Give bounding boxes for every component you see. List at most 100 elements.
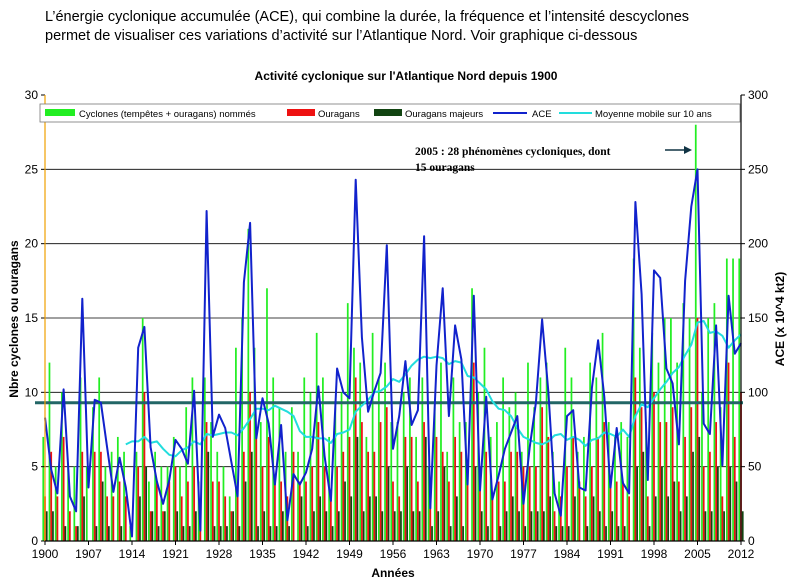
bar-major [487, 526, 489, 541]
bar-named [79, 377, 82, 541]
bar-named [458, 422, 461, 541]
moving-average-line [125, 320, 742, 458]
bar-major [735, 481, 738, 541]
bar-named [701, 392, 703, 541]
bar-named [210, 422, 212, 541]
bar-hurricanes [155, 481, 158, 541]
bar-major [536, 511, 539, 541]
bar-named [589, 362, 591, 541]
bar-major [300, 496, 303, 541]
bar-major [337, 511, 340, 541]
bar-major [108, 526, 110, 541]
left-tick-label: 25 [25, 162, 39, 176]
bar-named [483, 347, 486, 541]
bar-hurricanes [323, 466, 326, 541]
bar-named [576, 451, 579, 541]
legend-swatch-hurricanes [287, 109, 315, 116]
legend-label-named: Cyclones (tempêtes + ouragans) nommés [79, 109, 256, 120]
bar-named [297, 451, 299, 541]
x-tick-label: 1914 [119, 547, 146, 561]
x-tick-label: 1970 [467, 547, 494, 561]
bar-named [601, 332, 604, 541]
bar-hurricanes [709, 451, 711, 541]
bar-named [719, 407, 722, 541]
bar-major [717, 466, 719, 541]
bar-major [499, 526, 502, 541]
bar-major [282, 511, 284, 541]
bar-major [331, 526, 334, 541]
bar-hurricanes [702, 466, 705, 541]
bar-major [524, 526, 527, 541]
bar-hurricanes [429, 496, 432, 541]
bar-major [549, 496, 551, 541]
bar-named [278, 407, 281, 541]
bar-major [350, 496, 353, 541]
bar-series [42, 124, 744, 542]
bar-named [259, 422, 262, 541]
bar-hurricanes [218, 481, 220, 541]
left-tick-label: 30 [25, 88, 39, 102]
bar-hurricanes [416, 481, 419, 541]
bar-named [390, 422, 393, 541]
bar-named [732, 258, 734, 541]
bar-major [263, 511, 266, 541]
bar-major [437, 511, 440, 541]
bar-hurricanes [392, 481, 394, 541]
bar-hurricanes [485, 451, 488, 541]
bar-named [235, 347, 237, 541]
bar-hurricanes [690, 407, 693, 541]
bar-hurricanes [441, 451, 444, 541]
bar-hurricanes [479, 466, 481, 541]
bar-named [61, 392, 63, 541]
bar-hurricanes [373, 451, 376, 541]
bar-major [673, 481, 676, 541]
annotation-arrowhead [684, 146, 692, 154]
bar-hurricanes [311, 466, 314, 541]
bar-named [303, 377, 306, 541]
bar-hurricanes [342, 451, 345, 541]
bar-hurricanes [535, 466, 537, 541]
bar-major [288, 526, 290, 541]
legend-label-moving-avg: Moyenne mobile sur 10 ans [595, 109, 712, 120]
x-tick-label: 1928 [206, 547, 233, 561]
bar-named [607, 422, 610, 541]
bar-named [520, 451, 523, 541]
x-tick-label: 1956 [380, 547, 407, 561]
bar-major [325, 511, 328, 541]
right-tick-label: 100 [748, 385, 768, 399]
bar-major [375, 496, 377, 541]
bar-hurricanes [305, 481, 307, 541]
bar-hurricanes [348, 436, 351, 541]
legend-swatch-major [374, 109, 402, 116]
bar-major [381, 511, 384, 541]
bar-named [570, 377, 573, 541]
bar-major [623, 526, 626, 541]
bar-hurricanes [578, 481, 581, 541]
bar-named [446, 451, 449, 541]
bar-named [676, 362, 678, 541]
bar-named [154, 451, 156, 541]
bar-named [682, 303, 685, 541]
bar-major [393, 511, 396, 541]
bar-hurricanes [249, 392, 251, 541]
bar-major [145, 466, 148, 541]
bar-hurricanes [137, 466, 140, 541]
bar-major [679, 511, 682, 541]
bar-named [253, 347, 256, 541]
bar-hurricanes [541, 407, 544, 541]
bar-hurricanes [143, 392, 146, 541]
bar-hurricanes [93, 451, 96, 541]
left-tick-label: 10 [25, 385, 39, 399]
bar-hurricanes [615, 481, 618, 541]
bar-named [322, 377, 324, 541]
bar-hurricanes [180, 496, 183, 541]
bar-named [334, 407, 337, 541]
bar-hurricanes [665, 422, 668, 541]
bar-major [505, 511, 508, 541]
bar-major [456, 496, 458, 541]
bar-named [409, 377, 411, 541]
bar-named [670, 318, 672, 541]
bar-hurricanes [553, 511, 556, 541]
bar-hurricanes [112, 496, 115, 541]
